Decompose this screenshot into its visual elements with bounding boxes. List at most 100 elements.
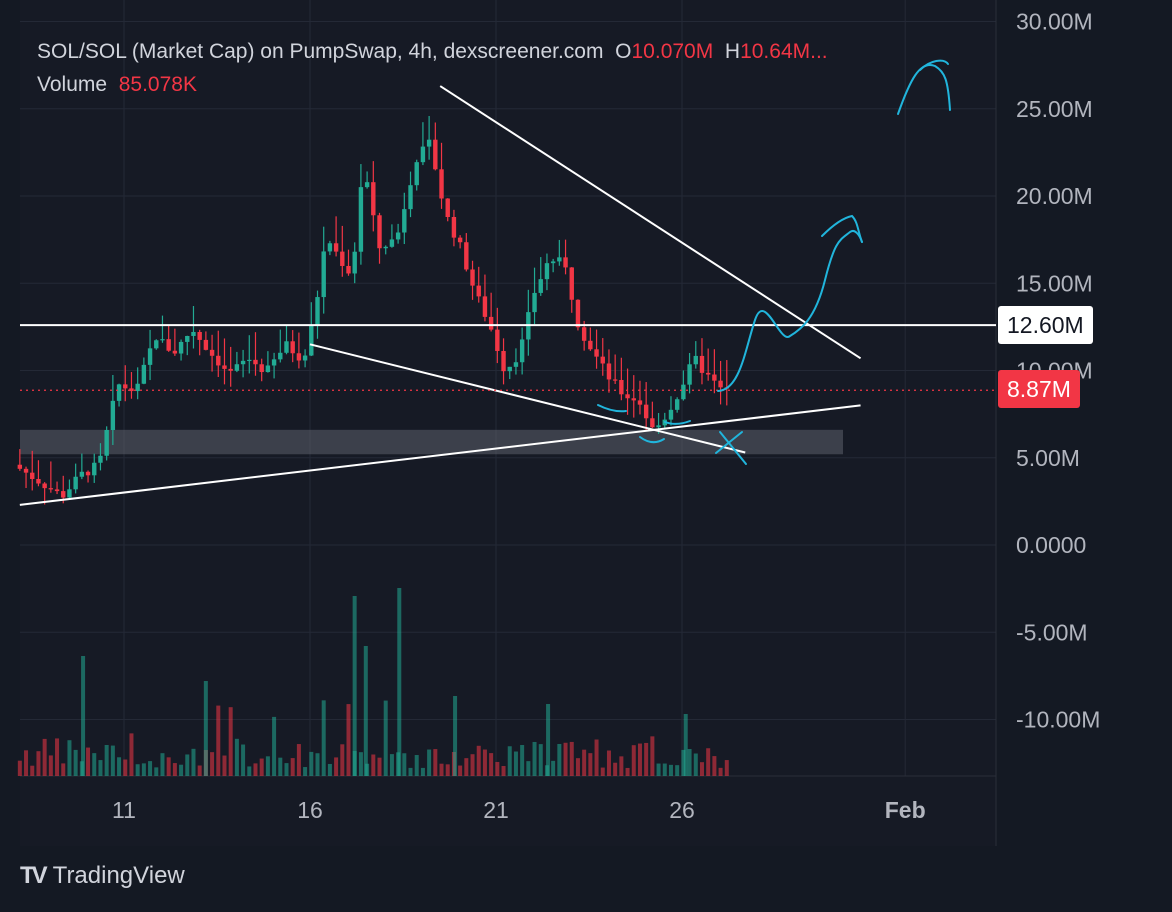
candle-body <box>172 350 178 354</box>
candle-body <box>414 162 419 186</box>
volume-bar <box>458 765 463 776</box>
trendline-lower-wedge-line <box>309 343 746 454</box>
candle-body <box>575 299 581 328</box>
volume-bar <box>203 681 208 776</box>
candle-body <box>216 355 221 366</box>
volume-bar <box>92 753 97 776</box>
volume-bar <box>631 745 636 776</box>
volume-bar <box>36 751 41 776</box>
candle-body <box>271 359 277 366</box>
volume-bar <box>693 753 698 776</box>
x-tick-label: 11 <box>112 797 136 823</box>
tradingview-logo-icon: TV <box>20 862 48 889</box>
volume-bar <box>495 761 500 776</box>
volume-bar <box>185 754 190 776</box>
candle-body <box>85 471 91 476</box>
y-tick-label: -10.00M <box>1016 707 1100 733</box>
volume-bar <box>290 758 295 776</box>
candle-body <box>222 365 227 369</box>
candle-body <box>166 339 171 351</box>
volume-bar <box>724 760 729 776</box>
candle-body <box>625 394 630 399</box>
volume-bar <box>687 749 692 776</box>
candle-body <box>129 388 134 392</box>
candle-body <box>538 279 543 293</box>
volume-bar <box>397 588 402 776</box>
chart-canvas[interactable]: 30.00M25.00M20.00M15.00M10.00M5.00M0.000… <box>0 0 1172 850</box>
x-tick-label: Feb <box>885 797 926 823</box>
volume-bar <box>42 738 47 776</box>
candle-body <box>154 340 159 349</box>
candle-body <box>495 329 500 351</box>
candle-body <box>544 263 550 280</box>
candle-body <box>240 360 246 365</box>
volume-bar <box>17 760 22 776</box>
volume-bar <box>259 758 264 776</box>
candle-body <box>569 267 574 300</box>
legend-high-label: H <box>724 40 741 63</box>
candle-body <box>296 353 302 361</box>
volume-bar <box>408 767 413 776</box>
y-tick-label: 30.00M <box>1016 9 1093 35</box>
candle-body <box>203 339 209 350</box>
candle-body <box>110 400 116 430</box>
candle-body <box>433 139 438 170</box>
candle-body <box>389 239 395 247</box>
level-price-tag: 12.60M <box>998 306 1093 344</box>
volume-bar <box>619 756 624 776</box>
candle-body <box>185 335 190 342</box>
volume-bar <box>675 765 680 776</box>
x-tick-label: 16 <box>297 797 323 823</box>
volume-bar <box>197 765 202 776</box>
candle-body <box>247 359 252 362</box>
legend-high-value: 10.64M... <box>740 40 828 63</box>
volume-bar <box>30 765 35 776</box>
volume-bar <box>588 753 593 776</box>
candle-body <box>73 476 78 490</box>
candle-body <box>346 265 351 274</box>
volume-bar <box>48 755 53 776</box>
volume-bar <box>154 767 159 776</box>
volume-bar <box>507 746 512 776</box>
volume-bar <box>67 740 72 776</box>
volume-bar <box>569 741 574 776</box>
volume-bar <box>222 755 227 776</box>
volume-bar <box>606 750 611 776</box>
bottom-mark-b <box>639 436 665 444</box>
candle-body <box>426 139 432 147</box>
volume-bar <box>123 759 128 776</box>
legend-open-label: O <box>615 40 632 63</box>
candle-body <box>606 363 612 380</box>
volume-bar <box>644 742 649 776</box>
y-tick-label: 25.00M <box>1016 96 1093 122</box>
candle-body <box>178 341 184 354</box>
candle-body <box>650 418 655 428</box>
volume-bar <box>24 750 29 776</box>
candle-body <box>333 243 339 252</box>
candle-body <box>581 327 587 341</box>
candle-body <box>135 383 140 392</box>
candle-body <box>643 404 649 419</box>
tradingview-brand[interactable]: TV TradingView <box>20 862 185 890</box>
legend-volume-value: 85.078K <box>118 73 197 96</box>
volume-bar <box>315 753 320 776</box>
candlesticks <box>17 116 729 505</box>
candle-body <box>327 243 333 252</box>
volume-bar <box>563 742 568 776</box>
volume-bars <box>17 588 729 776</box>
candle-body <box>712 374 717 381</box>
candle-body <box>550 261 556 264</box>
volume-bar <box>278 757 283 776</box>
volume-bar <box>160 753 165 776</box>
volume-bar <box>241 744 246 776</box>
volume-bar <box>383 700 388 776</box>
legend-symbol-row: SOL/SOL (Market Cap) on PumpSwap, 4h, de… <box>37 40 828 64</box>
volume-bar <box>546 704 551 776</box>
candle-body <box>67 489 72 498</box>
volume-bar <box>420 767 425 776</box>
volume-bar <box>650 736 655 776</box>
candle-body <box>420 146 426 163</box>
candle-body <box>259 364 264 373</box>
volume-bar <box>303 767 308 776</box>
note-curve <box>897 63 951 115</box>
